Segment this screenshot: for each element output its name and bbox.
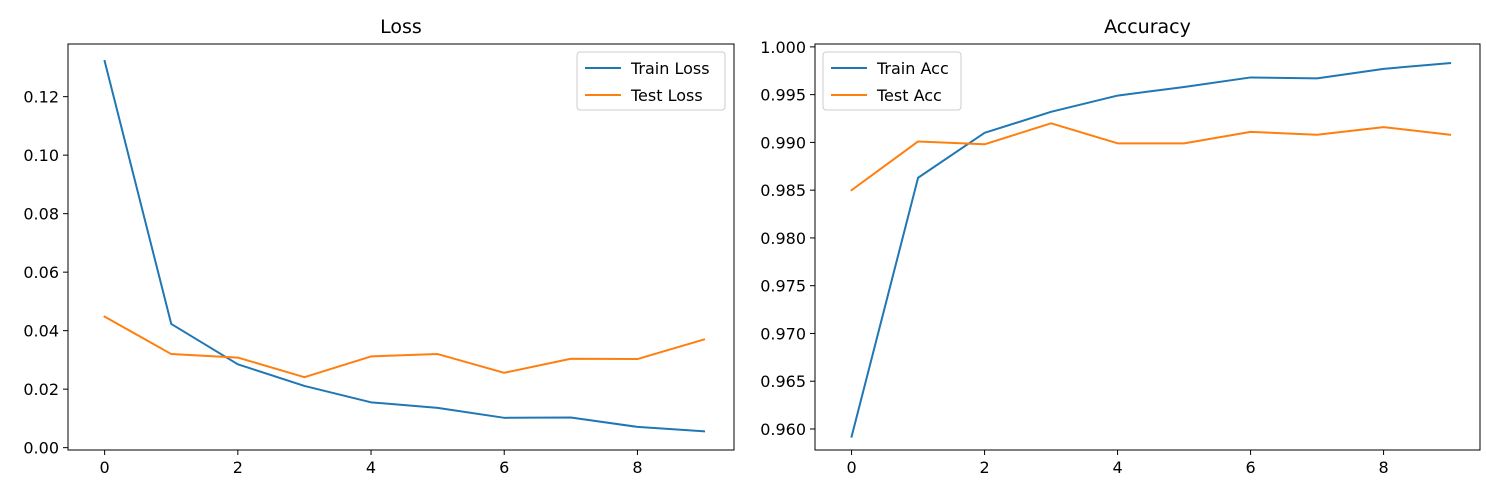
chart-title: Loss bbox=[380, 16, 422, 38]
legend-label: Test Acc bbox=[876, 86, 942, 105]
series-line-test-acc bbox=[850, 122, 1452, 192]
legend: Train Loss Test Loss bbox=[576, 51, 726, 111]
series-line-train-acc bbox=[850, 62, 1452, 438]
y-tick-label: 0.980 bbox=[760, 229, 806, 248]
legend-label: Train Acc bbox=[876, 59, 949, 78]
legend-label: Train Loss bbox=[630, 59, 710, 78]
x-tick-label: 6 bbox=[1245, 458, 1255, 477]
x-tick-label: 8 bbox=[632, 458, 642, 477]
x-tick-label: 0 bbox=[846, 458, 856, 477]
x-tick-label: 8 bbox=[1378, 458, 1388, 477]
plot-frame bbox=[814, 43, 1481, 451]
accuracy-chart: Accuracy 0.960 0.965 0.970 0.975 0.980 0.985 0.… bbox=[760, 16, 1481, 477]
series-line-train-loss bbox=[103, 59, 706, 433]
y-tick-label: 0.995 bbox=[760, 86, 806, 105]
y-tick-label: 0.10 bbox=[23, 146, 59, 165]
x-tick-label: 6 bbox=[499, 458, 509, 477]
loss-chart: Loss 0.00 0.02 0.04 0.06 0.08 0.10 0.12 0 2 4 6 8 Tra… bbox=[23, 16, 735, 477]
series-line-test-loss bbox=[103, 315, 706, 379]
x-tick-label: 4 bbox=[1112, 458, 1122, 477]
x-tick-label: 2 bbox=[979, 458, 989, 477]
y-tick-label: 1.000 bbox=[760, 38, 806, 57]
y-tick-label: 0.975 bbox=[760, 277, 806, 296]
y-tick-label: 0.985 bbox=[760, 181, 806, 200]
legend-label: Test Loss bbox=[630, 86, 703, 105]
y-tick-label: 0.990 bbox=[760, 133, 806, 152]
y-tick-label: 0.02 bbox=[23, 380, 59, 399]
x-tick-label: 2 bbox=[233, 458, 243, 477]
plot-frame bbox=[67, 43, 735, 451]
chart-title: Accuracy bbox=[1104, 16, 1191, 38]
y-tick-label: 0.00 bbox=[23, 439, 59, 458]
y-tick-label: 0.965 bbox=[760, 372, 806, 391]
y-tick-label: 0.08 bbox=[23, 205, 59, 224]
y-tick-label: 0.12 bbox=[23, 88, 59, 107]
y-tick-label: 0.970 bbox=[760, 324, 806, 343]
x-tick-label: 0 bbox=[100, 458, 110, 477]
x-tick-label: 4 bbox=[366, 458, 376, 477]
y-tick-label: 0.06 bbox=[23, 263, 59, 282]
legend: Train Acc Test Acc bbox=[822, 51, 962, 111]
y-tick-label: 0.960 bbox=[760, 420, 806, 439]
y-tick-label: 0.04 bbox=[23, 322, 59, 341]
